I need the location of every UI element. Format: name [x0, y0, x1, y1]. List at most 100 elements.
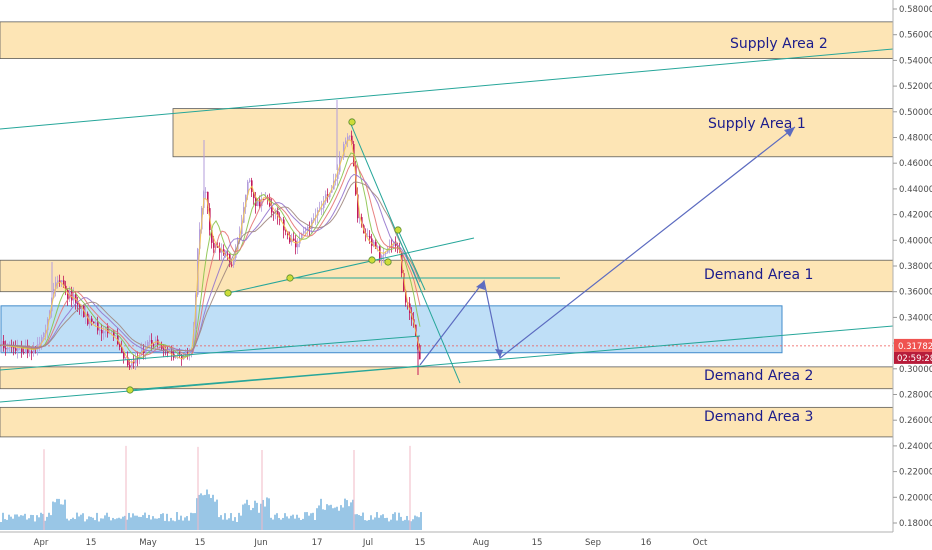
volume-bar [310, 513, 312, 530]
candle-body [33, 347, 35, 354]
candle-body [129, 365, 131, 368]
volume-bar [356, 514, 358, 530]
volume-bar [168, 521, 170, 530]
y-tick-label: 0.22000 [899, 468, 932, 478]
candle-body [231, 264, 233, 266]
volume-bar [106, 512, 108, 530]
volume-bar [292, 514, 294, 530]
candle-body [101, 330, 103, 334]
volume-bar [372, 519, 374, 530]
volume-bar [182, 520, 184, 530]
volume-bar [226, 519, 228, 530]
candle-body [149, 340, 151, 342]
volume-bar [350, 502, 352, 530]
volume-bar [196, 498, 198, 530]
candle-body [321, 208, 323, 210]
volume-bar [114, 519, 116, 530]
volume-bar [368, 519, 370, 530]
volume-bar [172, 520, 174, 530]
candle-body [93, 321, 95, 324]
volume-bars [0, 445, 422, 530]
candle-body [123, 352, 125, 359]
current-price-label: 0.31782 [898, 342, 932, 352]
volume-bar [218, 517, 220, 530]
candle-body [63, 280, 65, 286]
volume-bar [64, 499, 66, 530]
candle-body [15, 348, 17, 351]
x-tick-label: 15 [415, 538, 426, 548]
volume-bar [48, 512, 50, 530]
x-tick-label: Oct [693, 538, 708, 548]
candle-body [391, 245, 393, 247]
volume-bar [162, 513, 164, 530]
volume-bar [188, 520, 190, 530]
volume-bar [82, 513, 84, 530]
volume-bar [166, 513, 168, 530]
volume-bar [128, 512, 130, 530]
volume-bar [314, 520, 316, 530]
volume-bar [186, 516, 188, 530]
volume-bar [18, 516, 20, 530]
candle-body [329, 192, 331, 198]
candle-body [121, 346, 123, 353]
projection-path [419, 126, 796, 366]
y-tick-label: 0.40000 [899, 236, 932, 246]
candle-body [199, 229, 201, 249]
volume-bar [32, 515, 34, 530]
volume-bar [90, 516, 92, 530]
volume-bar [206, 489, 208, 530]
volume-bar [304, 512, 306, 530]
volume-bar [192, 513, 194, 530]
candle-body [139, 354, 141, 359]
volume-bar [28, 518, 30, 530]
volume-bar [388, 521, 390, 530]
candle-body [7, 347, 9, 350]
x-tick-label: Sep [585, 538, 601, 548]
trendlines [0, 48, 894, 403]
volume-bar [294, 518, 296, 530]
candle-body [343, 144, 345, 157]
volume-bar [286, 516, 288, 530]
volume-bar [252, 507, 254, 530]
volume-bar [36, 515, 38, 530]
moving-average-line [0, 173, 421, 352]
volume-bar [366, 520, 368, 530]
volume-bar [8, 514, 10, 530]
volume-bar [354, 514, 356, 530]
candle-body [65, 285, 67, 291]
volume-bar [122, 516, 124, 530]
volume-bar [266, 497, 268, 530]
volume-bar [268, 498, 270, 530]
x-tick-label: 16 [641, 538, 652, 548]
volume-bar [212, 494, 214, 530]
candle-body [281, 219, 283, 221]
volume-bar [394, 512, 396, 530]
candle-body [385, 252, 387, 255]
current-price-badge [894, 338, 932, 352]
candle-body [367, 235, 369, 237]
volume-bar [2, 512, 4, 530]
volume-bar [334, 507, 336, 530]
moving-average-line [0, 152, 421, 359]
volume-bar [406, 515, 408, 530]
volume-bar [328, 505, 330, 530]
candle-body [43, 333, 45, 338]
candle-body [289, 235, 291, 243]
volume-bar [78, 516, 80, 530]
candle-body [371, 238, 373, 246]
volume-bar [262, 499, 264, 530]
volume-bar [164, 520, 166, 530]
x-tick-label: 15 [86, 538, 97, 548]
volume-bar [390, 519, 392, 530]
volume-bar [142, 515, 144, 530]
candle-body [207, 191, 209, 209]
zone-supply-area-1 [172, 108, 894, 158]
volume-bar [102, 518, 104, 530]
volume-bar [386, 517, 388, 530]
volume-bar [380, 515, 382, 530]
x-tick-label: 15 [532, 538, 543, 548]
volume-bar [80, 514, 82, 530]
volume-bar [420, 512, 422, 530]
volume-bar [84, 521, 86, 530]
